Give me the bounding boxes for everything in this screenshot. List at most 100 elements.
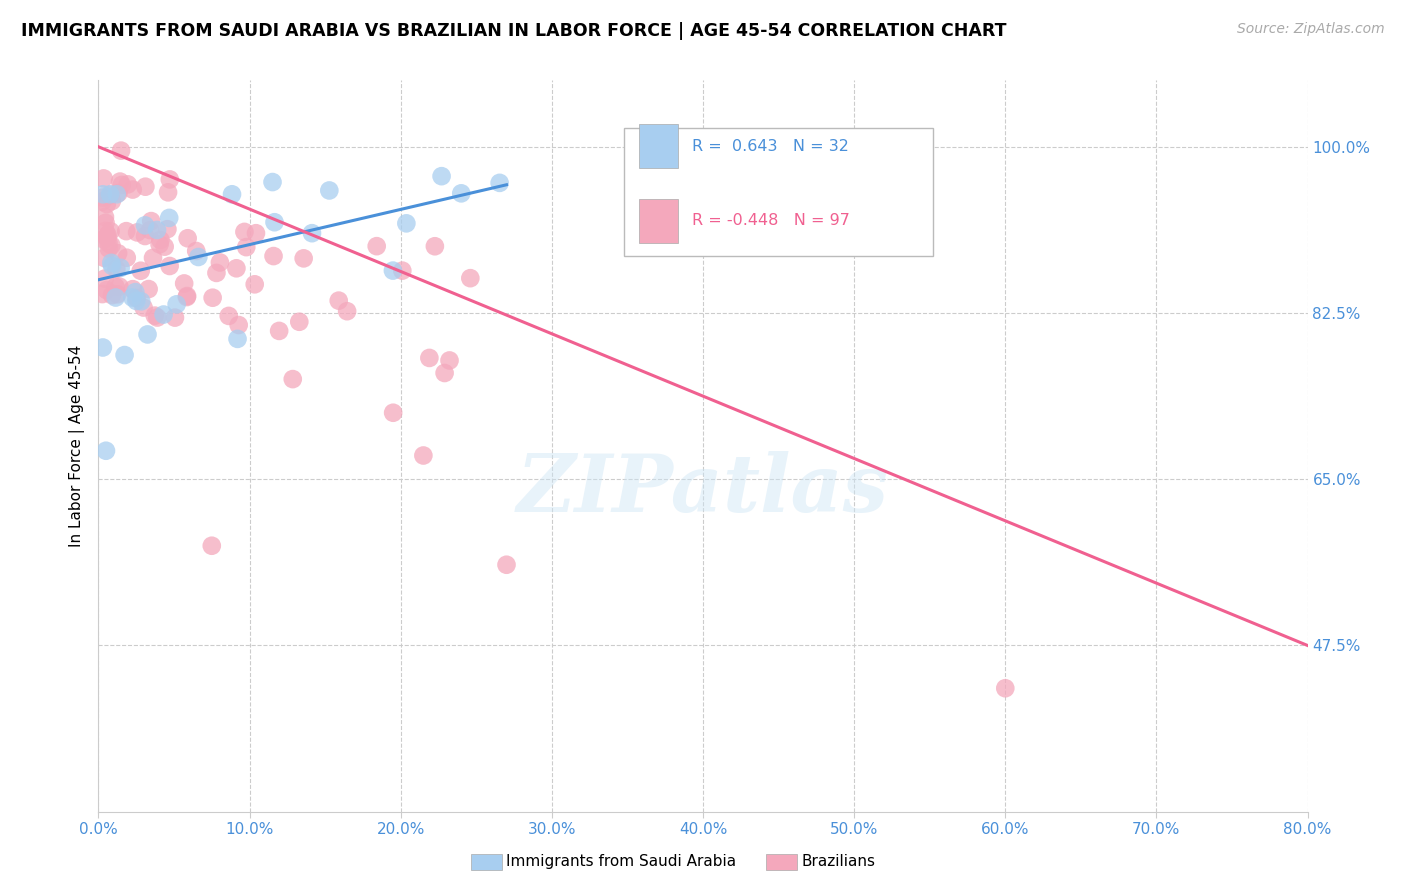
- Point: [460, 271, 482, 285]
- Point: [97, 242, 120, 256]
- Point: [132, 301, 155, 315]
- Text: ZIPatlas: ZIPatlas: [517, 451, 889, 529]
- Point: [488, 176, 510, 190]
- Point: [141, 214, 163, 228]
- Point: [96, 230, 118, 244]
- Point: [115, 251, 138, 265]
- Point: [117, 178, 139, 192]
- Point: [233, 225, 256, 239]
- Point: [166, 297, 188, 311]
- Point: [336, 304, 359, 318]
- Point: [91, 191, 114, 205]
- Point: [148, 237, 170, 252]
- Point: [93, 232, 115, 246]
- Point: [433, 366, 456, 380]
- Point: [139, 223, 162, 237]
- Point: [201, 539, 224, 553]
- Point: [91, 287, 114, 301]
- Point: [125, 291, 148, 305]
- Point: [288, 315, 311, 329]
- Point: [146, 310, 169, 325]
- Point: [226, 332, 249, 346]
- Point: [129, 264, 152, 278]
- Point: [100, 256, 122, 270]
- Point: [146, 223, 169, 237]
- Point: [262, 175, 284, 189]
- Point: [94, 443, 117, 458]
- Point: [430, 169, 453, 184]
- Point: [423, 239, 446, 253]
- Point: [107, 246, 129, 260]
- Point: [111, 178, 134, 192]
- Point: [157, 211, 180, 225]
- Point: [105, 262, 128, 277]
- Point: [391, 263, 413, 277]
- Point: [328, 293, 350, 308]
- Point: [201, 291, 224, 305]
- Point: [281, 372, 304, 386]
- Point: [153, 240, 176, 254]
- Point: [129, 294, 152, 309]
- Point: [159, 172, 181, 186]
- Point: [450, 186, 472, 201]
- Point: [269, 324, 291, 338]
- Text: R = -0.448   N = 97: R = -0.448 N = 97: [692, 213, 851, 228]
- Point: [110, 144, 132, 158]
- Point: [93, 171, 115, 186]
- Point: [263, 249, 285, 263]
- Text: Immigrants from Saudi Arabia: Immigrants from Saudi Arabia: [506, 855, 737, 869]
- Point: [91, 187, 114, 202]
- Point: [173, 277, 195, 291]
- Text: R =  0.643   N = 32: R = 0.643 N = 32: [692, 138, 849, 153]
- Point: [121, 282, 143, 296]
- Point: [108, 279, 131, 293]
- FancyBboxPatch shape: [624, 128, 932, 256]
- Point: [243, 277, 266, 292]
- Text: Source: ZipAtlas.com: Source: ZipAtlas.com: [1237, 22, 1385, 37]
- Point: [218, 309, 240, 323]
- Point: [134, 219, 156, 233]
- Point: [235, 240, 257, 254]
- Point: [100, 224, 122, 238]
- Point: [124, 285, 146, 299]
- Point: [97, 236, 120, 251]
- Point: [121, 291, 143, 305]
- Point: [156, 222, 179, 236]
- Point: [292, 252, 315, 266]
- Point: [94, 224, 117, 238]
- Point: [108, 175, 131, 189]
- Point: [101, 259, 124, 273]
- Point: [100, 187, 122, 202]
- Point: [159, 259, 181, 273]
- Point: [93, 271, 115, 285]
- Point: [205, 266, 228, 280]
- Point: [127, 226, 149, 240]
- Point: [94, 210, 117, 224]
- Point: [115, 224, 138, 238]
- Point: [96, 230, 118, 244]
- Text: Brazilians: Brazilians: [801, 855, 876, 869]
- Point: [176, 290, 198, 304]
- Point: [418, 351, 440, 365]
- Point: [121, 183, 143, 197]
- Point: [163, 310, 186, 325]
- Point: [91, 194, 114, 209]
- Point: [152, 308, 174, 322]
- Point: [94, 216, 117, 230]
- FancyBboxPatch shape: [638, 124, 678, 168]
- Point: [381, 263, 404, 277]
- Point: [495, 558, 517, 572]
- Point: [366, 239, 388, 253]
- Point: [104, 280, 127, 294]
- Point: [143, 309, 166, 323]
- Point: [101, 288, 124, 302]
- Point: [382, 406, 405, 420]
- Point: [114, 348, 136, 362]
- Point: [91, 341, 114, 355]
- Point: [96, 283, 118, 297]
- Point: [225, 261, 247, 276]
- Point: [96, 227, 118, 242]
- Point: [110, 260, 132, 275]
- Point: [136, 327, 159, 342]
- Point: [176, 289, 198, 303]
